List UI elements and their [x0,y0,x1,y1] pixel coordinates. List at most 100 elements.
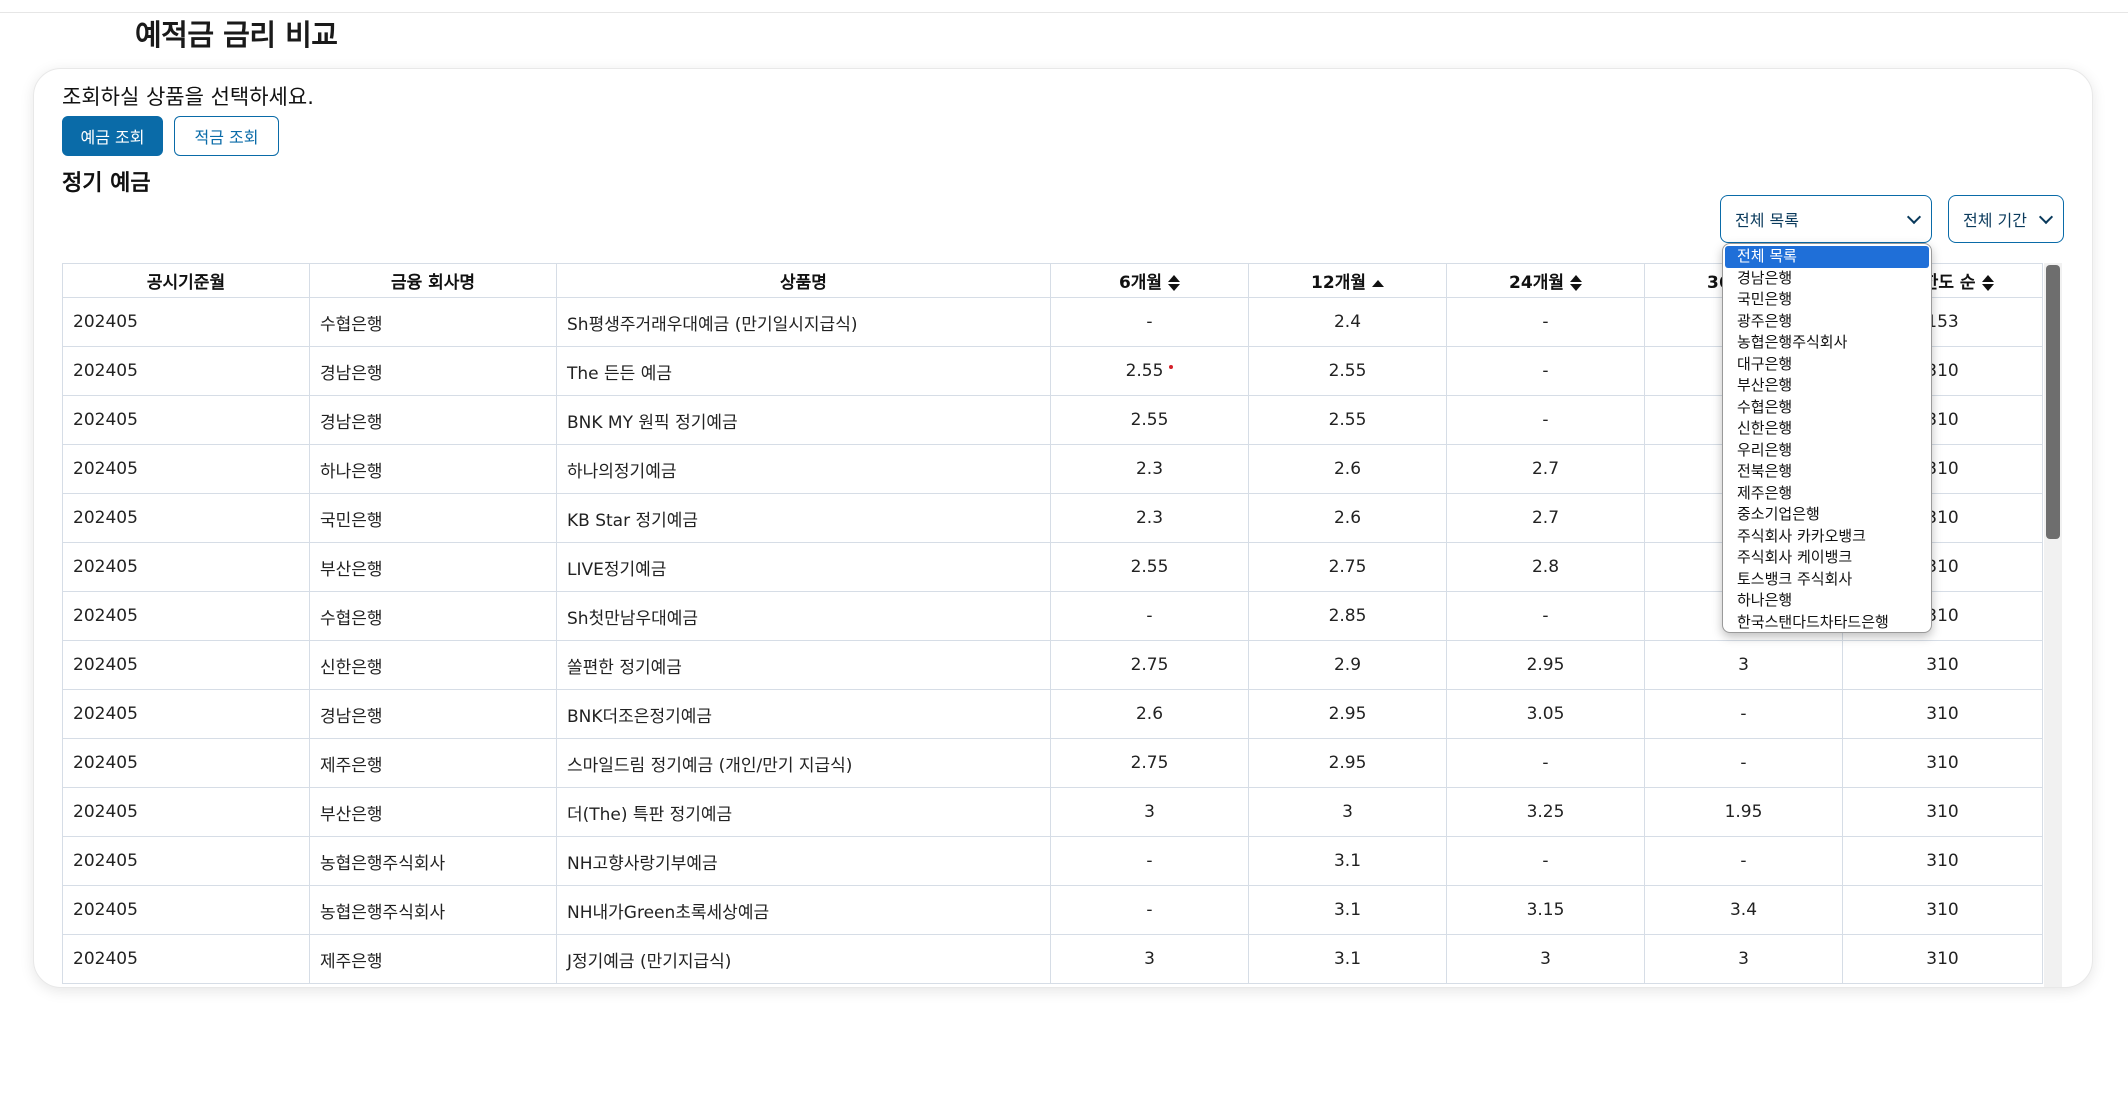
dropdown-option[interactable]: 주식회사 카카오뱅크 [1737,526,1866,545]
top-divider [0,12,2128,13]
table-cell: 2.55 [1248,395,1447,445]
table-cell: 3.1 [1248,836,1447,886]
table-cell: 202405 [62,640,310,690]
table-cell: - [1446,297,1645,347]
table-cell: 2.85 [1248,591,1447,641]
table-cell: 202405 [62,395,310,445]
dropdown-option[interactable]: 광주은행 [1737,311,1793,330]
table-cell: 제주은행 [309,934,557,984]
table-cell: 202405 [62,934,310,984]
table-row[interactable]: 202405 경남은행 BNK MY 원픽 정기예금 2.55 2.55-310 [62,395,2043,445]
table-row[interactable]: 202405 경남은행 BNK더조은정기예금 2.6 2.95 3.05-310 [62,689,2043,739]
table-cell: - [1050,885,1249,935]
dropdown-option[interactable]: 대구은행 [1737,354,1793,373]
table-cell: 2.6 [1248,493,1447,543]
column-header-24m[interactable]: 24개월 [1446,263,1645,298]
table-row[interactable]: 202405 부산은행 더(The) 특판 정기예금 3 3 3.25 1.95 310 [62,787,2043,837]
column-header-product[interactable]: 상품명 [556,263,1051,298]
instruction-text: 조회하실 상품을 선택하세요. [62,85,314,109]
table-cell: 202405 [62,689,310,739]
table-cell: - [1644,689,1843,739]
dropdown-option[interactable]: 한국스탠다드차타드은행 [1737,612,1889,631]
dropdown-option[interactable]: 전체 목록 [1725,246,1929,268]
sort-icon [1168,275,1181,291]
table-cell: 202405 [62,738,310,788]
table-cell: 2.3 [1050,493,1249,543]
table-cell: 2.8 [1446,542,1645,592]
table-cell: - [1050,591,1249,641]
table-cell: 2.55 [1050,542,1249,592]
savings-search-button[interactable]: 적금 조회 [174,116,279,156]
sort-ascending-icon [1371,279,1384,287]
column-header-company[interactable]: 금융 회사명 [309,263,557,298]
institution-select[interactable]: 전체 목록 [1720,195,1932,243]
table-cell: The 든든 예금 [556,346,1051,396]
table-cell: KB Star 정기예금 [556,493,1051,543]
column-header-12m[interactable]: 12개월 [1248,263,1447,298]
table-row[interactable]: 202405 신한은행 쏠편한 정기예금 2.75 2.9 2.95 3 310 [62,640,2043,690]
table-cell: - [1644,836,1843,886]
chevron-down-icon [2038,209,2054,225]
dropdown-option[interactable]: 국민은행 [1737,290,1793,308]
table-cell: 202405 [62,885,310,935]
table-cell: 2.7 [1446,444,1645,494]
highlight-dot-icon [1169,365,1174,369]
table-cell: BNK MY 원픽 정기예금 [556,395,1051,445]
table-row[interactable]: 202405 농협은행주식회사 NH고향사랑기부예금 -3.1- -310 [62,836,2043,886]
table-row[interactable]: 202405 국민은행 KB Star 정기예금 2.3 2.6 2.7 310 [62,493,2043,543]
table-cell: 3.25 [1446,787,1645,837]
table-cell: 202405 [62,444,310,494]
dropdown-option[interactable]: 제주은행 [1737,483,1793,502]
table-cell: 스마일드림 정기예금 (개인/만기 지급식) [556,738,1051,788]
table-cell: J정기예금 (만기지급식) [556,934,1051,984]
institution-select-value: 전체 목록 [1735,211,1799,230]
dropdown-option[interactable]: 수협은행 [1737,397,1793,416]
column-header-month[interactable]: 공시기준월 [62,263,310,298]
table-row[interactable]: 202405 제주은행 J정기예금 (만기지급식) 3 3.1 3 3 310 [62,934,2043,984]
table-row[interactable]: 202405 부산은행 LIVE정기예금 2.55 2.75 2.8 310 [62,542,2043,592]
table-cell: Sh첫만남우대예금 [556,591,1051,641]
dropdown-option[interactable]: 신한은행 [1737,419,1793,437]
table-cell: 310 [1842,934,2043,984]
period-select[interactable]: 전체 기간 [1948,195,2064,243]
table-cell: 국민은행 [309,493,557,543]
dropdown-option[interactable]: 부산은행 [1737,376,1793,394]
table-cell: 2.95 [1248,738,1447,788]
table-cell: 하나의정기예금 [556,444,1051,494]
table-row[interactable]: 202405 제주은행 스마일드림 정기예금 (개인/만기 지급식) 2.75 2.95… [62,738,2043,788]
column-header-6m[interactable]: 6개월 [1050,263,1249,298]
table-cell: 202405 [62,493,310,543]
table-cell: 2.6 [1248,444,1447,494]
table-cell: 2.95 [1446,640,1645,690]
table-cell: 수협은행 [309,591,557,641]
table-cell: 2.9 [1248,640,1447,690]
table-cell: 경남은행 [309,689,557,739]
dropdown-option[interactable]: 경남은행 [1737,268,1793,287]
table-cell: 3 [1050,787,1249,837]
table-cell: 제주은행 [309,738,557,788]
table-cell: 2.55 [1050,395,1249,445]
table-cell: Sh평생주거래우대예금 (만기일시지급식) [556,297,1051,347]
dropdown-option[interactable]: 전북은행 [1737,462,1793,480]
dropdown-option[interactable]: 하나은행 [1737,591,1793,609]
table-cell: 202405 [62,346,310,396]
table-cell: 2.55 [1050,346,1249,396]
deposit-search-button[interactable]: 예금 조회 [62,116,163,156]
dropdown-option[interactable]: 우리은행 [1737,440,1793,459]
table-cell: - [1446,836,1645,886]
page-title: 예적금 금리 비교 [135,18,338,52]
table-cell: 부산은행 [309,787,557,837]
dropdown-option[interactable]: 주식회사 케이뱅크 [1737,548,1853,566]
table-cell: 더(The) 특판 정기예금 [556,787,1051,837]
table-row[interactable]: 202405 경남은행 The 든든 예금 2.55 2.55-310 [62,346,2043,396]
table-cell: - [1446,346,1645,396]
dropdown-option[interactable]: 중소기업은행 [1737,505,1820,523]
table-scrollbar-thumb[interactable] [2046,265,2060,539]
table-cell: 경남은행 [309,395,557,445]
dropdown-option[interactable]: 토스뱅크 주식회사 [1737,569,1853,588]
table-cell: 하나은행 [309,444,557,494]
table-cell: 2.75 [1050,640,1249,690]
table-row[interactable]: 202405 농협은행주식회사 NH내가Green초록세상예금 -3.1 3.15 3.4… [62,885,2043,935]
dropdown-option[interactable]: 농협은행주식회사 [1737,333,1848,351]
